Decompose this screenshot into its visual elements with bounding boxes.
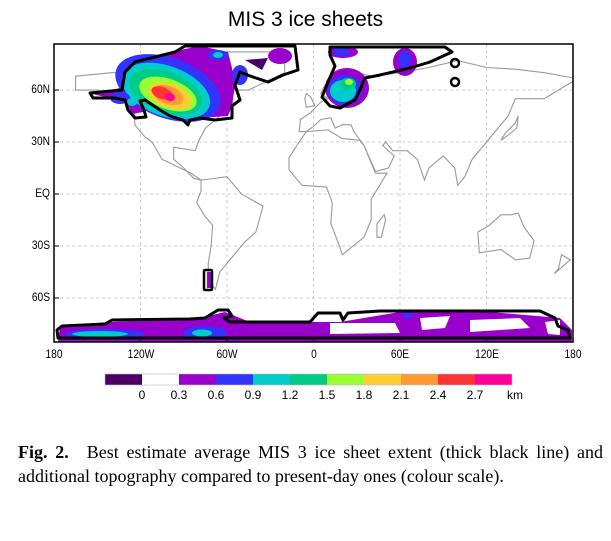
colorbar-swatch <box>105 374 142 385</box>
map-layers <box>55 44 573 342</box>
north-america-ice-extent <box>88 44 300 127</box>
antarctic-low-area <box>420 316 450 330</box>
antarctic-topography <box>72 331 128 337</box>
coastline-britain <box>304 92 316 109</box>
colorbar-swatch <box>216 374 253 385</box>
lat-label: 60N <box>31 82 50 97</box>
greenland-topography <box>268 48 292 64</box>
coastline-madagascar <box>376 213 387 238</box>
lat-label: 60S <box>31 289 50 304</box>
lon-label: 120E <box>474 347 499 361</box>
eurasia-ice-extent <box>320 45 454 110</box>
lat-label: 30N <box>31 134 50 148</box>
colorbar-swatch <box>179 374 216 385</box>
colorbar-tick-label: 1.8 <box>355 388 373 402</box>
colorbar-tick-label: 2.7 <box>466 388 484 402</box>
antarctic-low-area <box>470 318 530 332</box>
antarctic-low-area <box>330 323 400 334</box>
colorbar-swatch <box>475 374 512 385</box>
antarctica-ice-extent <box>55 308 572 340</box>
lon-label: 0 <box>310 347 317 361</box>
map-title: MIS 3 ice sheets <box>227 8 384 31</box>
figure-caption: Fig. 2. Best estimate average MIS 3 ice s… <box>18 440 603 488</box>
coastline-new-zealand <box>553 253 572 275</box>
greenland-topography <box>213 52 223 58</box>
cordilleran-topography <box>127 98 137 106</box>
lat-label: EQ <box>35 186 50 200</box>
colorbar-tick-label: 1.5 <box>318 388 336 402</box>
colorbar-unit: km <box>507 388 523 402</box>
colorbar-swatch <box>142 374 179 385</box>
lat-label: 30S <box>31 237 50 252</box>
antarctic-topography <box>192 329 212 337</box>
colorbar-tick-label: 2.4 <box>429 388 447 402</box>
colorbar-tick-label: 1.2 <box>281 388 299 402</box>
kara-topography <box>399 51 411 69</box>
colorbar-swatch <box>253 374 290 385</box>
colorbar-tick-label: 0 <box>138 388 146 402</box>
lon-label: 120W <box>127 347 154 361</box>
coastline-australia <box>477 212 535 261</box>
colorbar-tick-label: 2.1 <box>392 388 410 402</box>
greenland-low-area <box>245 58 268 70</box>
colorbar-tick-label: 0.3 <box>170 388 188 402</box>
colorbar-frame <box>104 373 513 386</box>
colorbar-swatch <box>364 374 401 385</box>
lon-label: 60W <box>216 347 238 361</box>
lon-label: 180 <box>45 347 63 361</box>
coastline-south-america <box>196 176 264 291</box>
coastline-africa <box>288 129 389 256</box>
fennoscandian-topography <box>345 79 353 85</box>
antarctic-topography <box>403 313 412 318</box>
caption-label: Fig. 2. <box>18 442 69 462</box>
lon-label: 60E <box>390 347 410 361</box>
ice-extent-island <box>449 57 461 69</box>
colorbar-tick-label: 0.6 <box>207 388 225 402</box>
colorbar-swatch <box>327 374 364 385</box>
colorbar-tick-label: 0.9 <box>244 388 262 402</box>
patagonia-ice-extent <box>202 268 214 292</box>
laurentide-topography <box>165 92 175 102</box>
barents-topography <box>333 48 349 56</box>
caption-text: Best estimate average MIS 3 ice sheet ex… <box>18 442 603 486</box>
colorbar-swatch <box>438 374 475 385</box>
colorbar-swatch <box>290 374 327 385</box>
lon-label: 180 <box>564 347 582 361</box>
coastline-japan <box>500 115 519 141</box>
colorbar-swatch <box>401 374 438 385</box>
ice-extent-island <box>449 76 461 88</box>
patagonia-topography <box>207 272 211 288</box>
